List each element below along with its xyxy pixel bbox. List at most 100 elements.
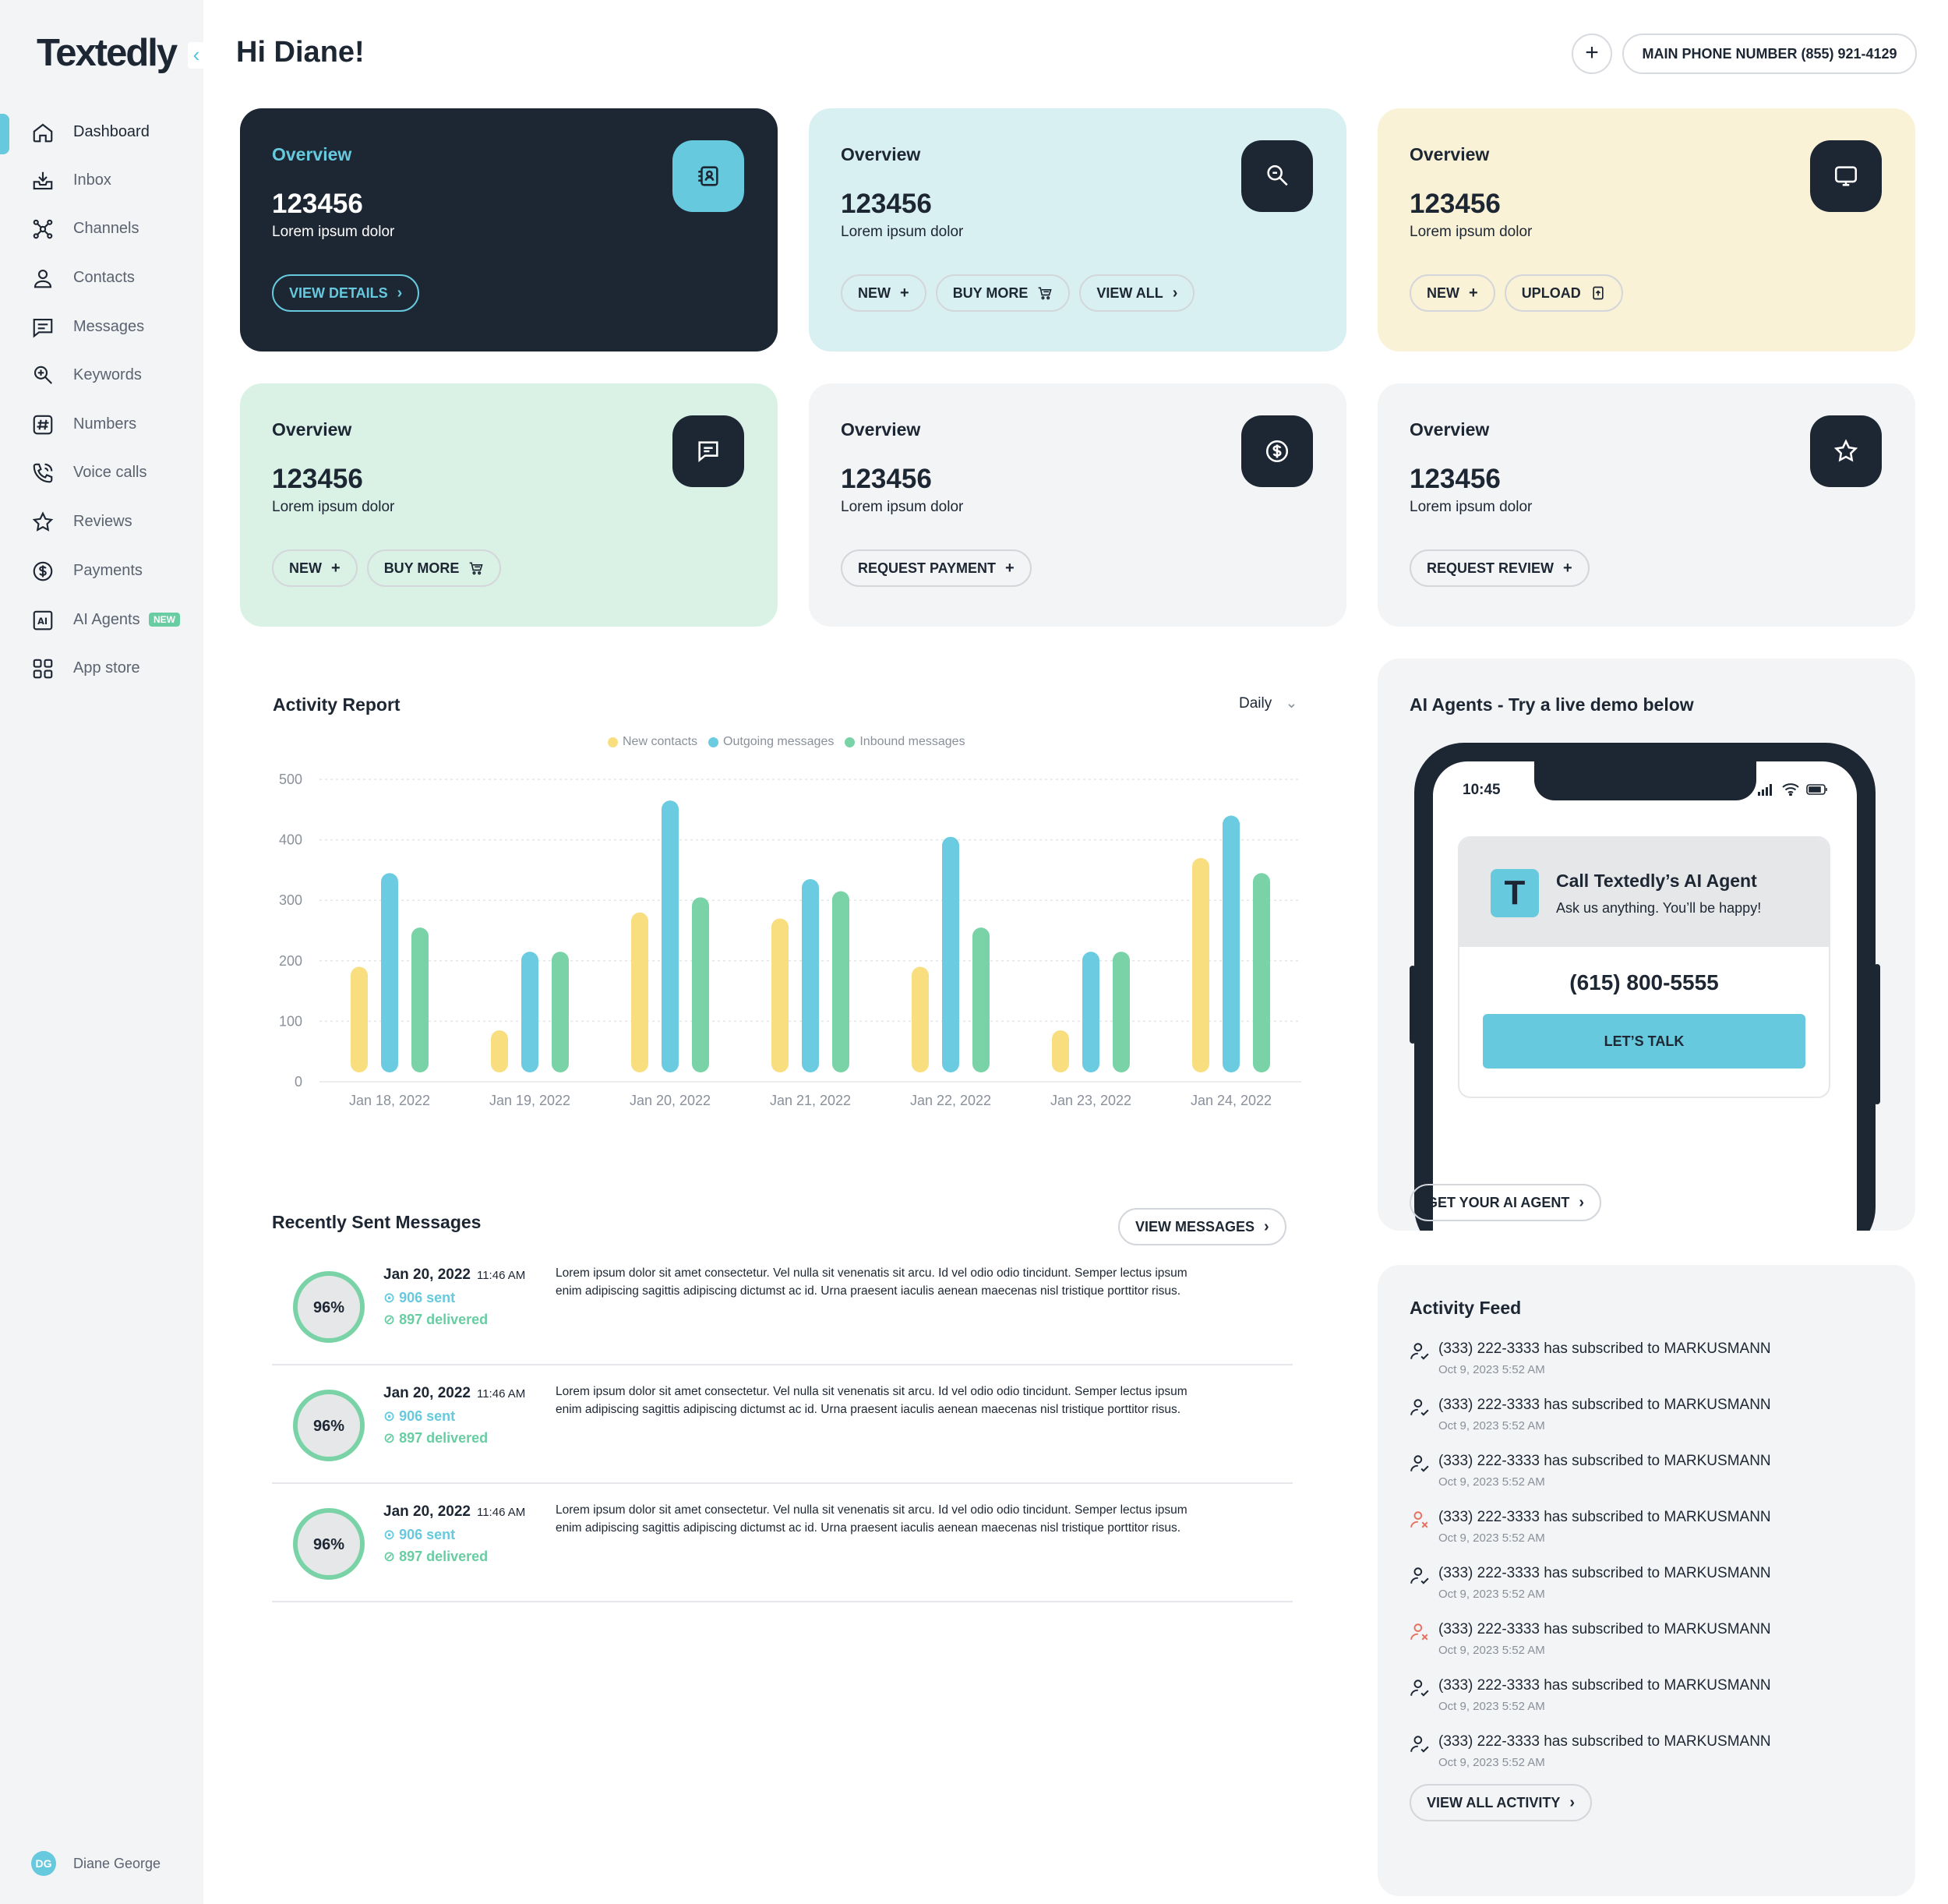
upload-button[interactable]: UPLOAD xyxy=(1504,274,1623,312)
grid-icon xyxy=(33,659,53,679)
sidebar-item-contacts[interactable]: Contacts xyxy=(0,256,203,300)
feed-item-time: Oct 9, 2023 5:52 AM xyxy=(1438,1363,1545,1376)
legend-item: Inbound messages xyxy=(845,735,965,749)
card-title: Overview xyxy=(1410,419,1490,440)
list-item[interactable]: 96% Jan 20, 2022 11:46 AM ⊙ 906 sent ⊘ 89… xyxy=(272,1247,1293,1365)
sidebar-item-ai-agents[interactable]: AI AI Agents NEW xyxy=(0,599,203,642)
message-date: Jan 20, 2022 11:46 AM xyxy=(383,1385,526,1401)
x-tick-label: Jan 19, 2022 xyxy=(489,1093,570,1108)
card-subtitle: Lorem ipsum dolor xyxy=(841,224,964,240)
card-subtitle: Lorem ipsum dolor xyxy=(1410,499,1533,515)
bar-new-contacts xyxy=(491,1030,508,1072)
bar-outgoing-messages xyxy=(521,952,538,1072)
phone-side-button xyxy=(1874,964,1880,1104)
request-payment-button[interactable]: REQUEST PAYMENT + xyxy=(841,549,1032,587)
home-icon xyxy=(33,123,53,143)
card-subtitle: Lorem ipsum dolor xyxy=(272,499,395,515)
sidebar-item-app-store[interactable]: App store xyxy=(0,647,203,691)
svg-text:96%: 96% xyxy=(313,1536,344,1553)
inbox-icon xyxy=(33,171,53,190)
wifi-icon xyxy=(1782,783,1799,796)
collapse-sidebar-button[interactable]: ‹ xyxy=(188,42,205,69)
view-messages-button[interactable]: VIEW MESSAGES › xyxy=(1118,1208,1286,1245)
get-ai-agent-button[interactable]: GET YOUR AI AGENT › xyxy=(1410,1184,1602,1221)
new-button[interactable]: NEW + xyxy=(272,549,358,587)
ai-agent-phone: (615) 800-5555 xyxy=(1569,970,1719,994)
sidebar-item-dashboard[interactable]: Dashboard xyxy=(0,111,203,154)
main-phone-number-button[interactable]: MAIN PHONE NUMBER (855) 921-4129 xyxy=(1622,34,1917,74)
battery-icon xyxy=(1806,784,1827,795)
card-value: 123456 xyxy=(1410,464,1501,494)
feed-item: (333) 222-3333 has subscribed to MARKUSM… xyxy=(1410,1338,1893,1393)
sidebar-item-channels[interactable]: Channels xyxy=(0,207,203,251)
dollar-icon xyxy=(1241,415,1313,487)
phone-screen: 10:45 T Call Textedly’s AI Agent Ask us … xyxy=(1433,761,1857,1231)
request-review-button[interactable]: REQUEST REVIEW + xyxy=(1410,549,1590,587)
x-tick-label: Jan 24, 2022 xyxy=(1191,1093,1272,1108)
delivery-rate-ring: 96% xyxy=(293,1508,365,1580)
user-subscribed-icon xyxy=(1410,1736,1429,1753)
view-all-button[interactable]: VIEW ALL › xyxy=(1079,274,1195,312)
sidebar-item-numbers[interactable]: Numbers xyxy=(0,403,203,447)
phone-icon xyxy=(33,463,53,483)
keyword-icon xyxy=(1241,140,1313,212)
delivery-rate-ring: 96% xyxy=(293,1271,365,1343)
bar-inbound-messages xyxy=(411,927,429,1072)
list-item[interactable]: 96% Jan 20, 2022 11:46 AM ⊙ 906 sent ⊘ 89… xyxy=(272,1484,1293,1602)
message-date: Jan 20, 2022 11:46 AM xyxy=(383,1503,526,1520)
view-all-activity-button[interactable]: VIEW ALL ACTIVITY › xyxy=(1410,1784,1593,1821)
feed-item-text: (333) 222-3333 has subscribed to MARKUSM… xyxy=(1438,1453,1771,1469)
sidebar-item-label: Payments xyxy=(73,562,143,579)
user-unsubscribed-icon xyxy=(1410,1623,1428,1641)
activity-feed-title: Activity Feed xyxy=(1410,1298,1522,1318)
delivery-rate-ring: 96% xyxy=(293,1390,365,1461)
lets-talk-button[interactable]: LET’S TALK xyxy=(1483,1014,1805,1069)
user-profile[interactable]: DG Diane George xyxy=(31,1851,161,1876)
sidebar-item-label: Contacts xyxy=(73,269,135,286)
overview-card-numbers: Overview 123456 Lorem ipsum dolor NEW + U… xyxy=(1378,108,1915,351)
card-subtitle: Lorem ipsum dolor xyxy=(1410,224,1533,240)
contacts-book-icon xyxy=(672,140,744,212)
buy-more-button[interactable]: BUY MORE xyxy=(935,274,1071,312)
x-tick-label: Jan 23, 2022 xyxy=(1050,1093,1131,1108)
sidebar-item-label: Keywords xyxy=(73,366,142,383)
delivered-count: ⊘ 897 delivered xyxy=(383,1312,489,1327)
phone-side-button xyxy=(1410,966,1416,1044)
bar-inbound-messages xyxy=(832,891,849,1072)
activity-feed-panel: Activity Feed (333) 222-3333 has subscri… xyxy=(1378,1265,1915,1896)
sidebar-item-voice-calls[interactable]: Voice calls xyxy=(0,451,203,495)
sidebar-item-messages[interactable]: Messages xyxy=(0,306,203,349)
bar-new-contacts xyxy=(631,912,648,1072)
sidebar-item-reviews[interactable]: Reviews xyxy=(0,500,203,544)
chat-icon xyxy=(672,415,744,487)
cart-icon xyxy=(470,562,484,575)
chevron-right-icon: › xyxy=(397,284,403,302)
view-details-button[interactable]: VIEW DETAILS › xyxy=(272,274,420,312)
plus-icon: + xyxy=(900,284,909,302)
sidebar-item-inbox[interactable]: Inbox xyxy=(0,159,203,203)
feed-item-text: (333) 222-3333 has subscribed to MARKUSM… xyxy=(1438,1565,1771,1581)
legend-item: New contacts xyxy=(608,735,697,749)
message-text: Lorem ipsum dolor sit amet consectetur. … xyxy=(556,1266,1188,1298)
bar-inbound-messages xyxy=(692,897,709,1072)
bar-new-contacts xyxy=(771,918,789,1072)
list-item[interactable]: 96% Jan 20, 2022 11:46 AM ⊙ 906 sent ⊘ 89… xyxy=(272,1365,1293,1484)
buy-more-button[interactable]: BUY MORE xyxy=(366,549,502,587)
plus-icon: + xyxy=(1005,559,1015,577)
plus-icon: + xyxy=(1563,559,1572,577)
card-value: 123456 xyxy=(272,189,363,219)
add-button[interactable]: + xyxy=(1572,34,1612,74)
new-button[interactable]: NEW + xyxy=(1410,274,1495,312)
ai-agent-card: T Call Textedly’s AI Agent Ask us anythi… xyxy=(1458,836,1830,1098)
sidebar: Textedly ‹ Dashboard Inbox Channels Cont… xyxy=(0,0,205,1904)
user-unsubscribed-icon xyxy=(1410,1511,1428,1528)
app-logo[interactable]: Textedly xyxy=(37,32,178,74)
page-title: Hi Diane! xyxy=(236,36,365,69)
sidebar-item-keywords[interactable]: Keywords xyxy=(0,354,203,397)
new-button[interactable]: NEW + xyxy=(841,274,926,312)
sidebar-item-payments[interactable]: Payments xyxy=(0,549,203,593)
bar-outgoing-messages xyxy=(381,873,398,1072)
y-tick-label: 300 xyxy=(279,892,302,908)
user-subscribed-icon xyxy=(1410,1399,1429,1416)
period-select[interactable]: Daily ⌄ xyxy=(1239,695,1298,712)
